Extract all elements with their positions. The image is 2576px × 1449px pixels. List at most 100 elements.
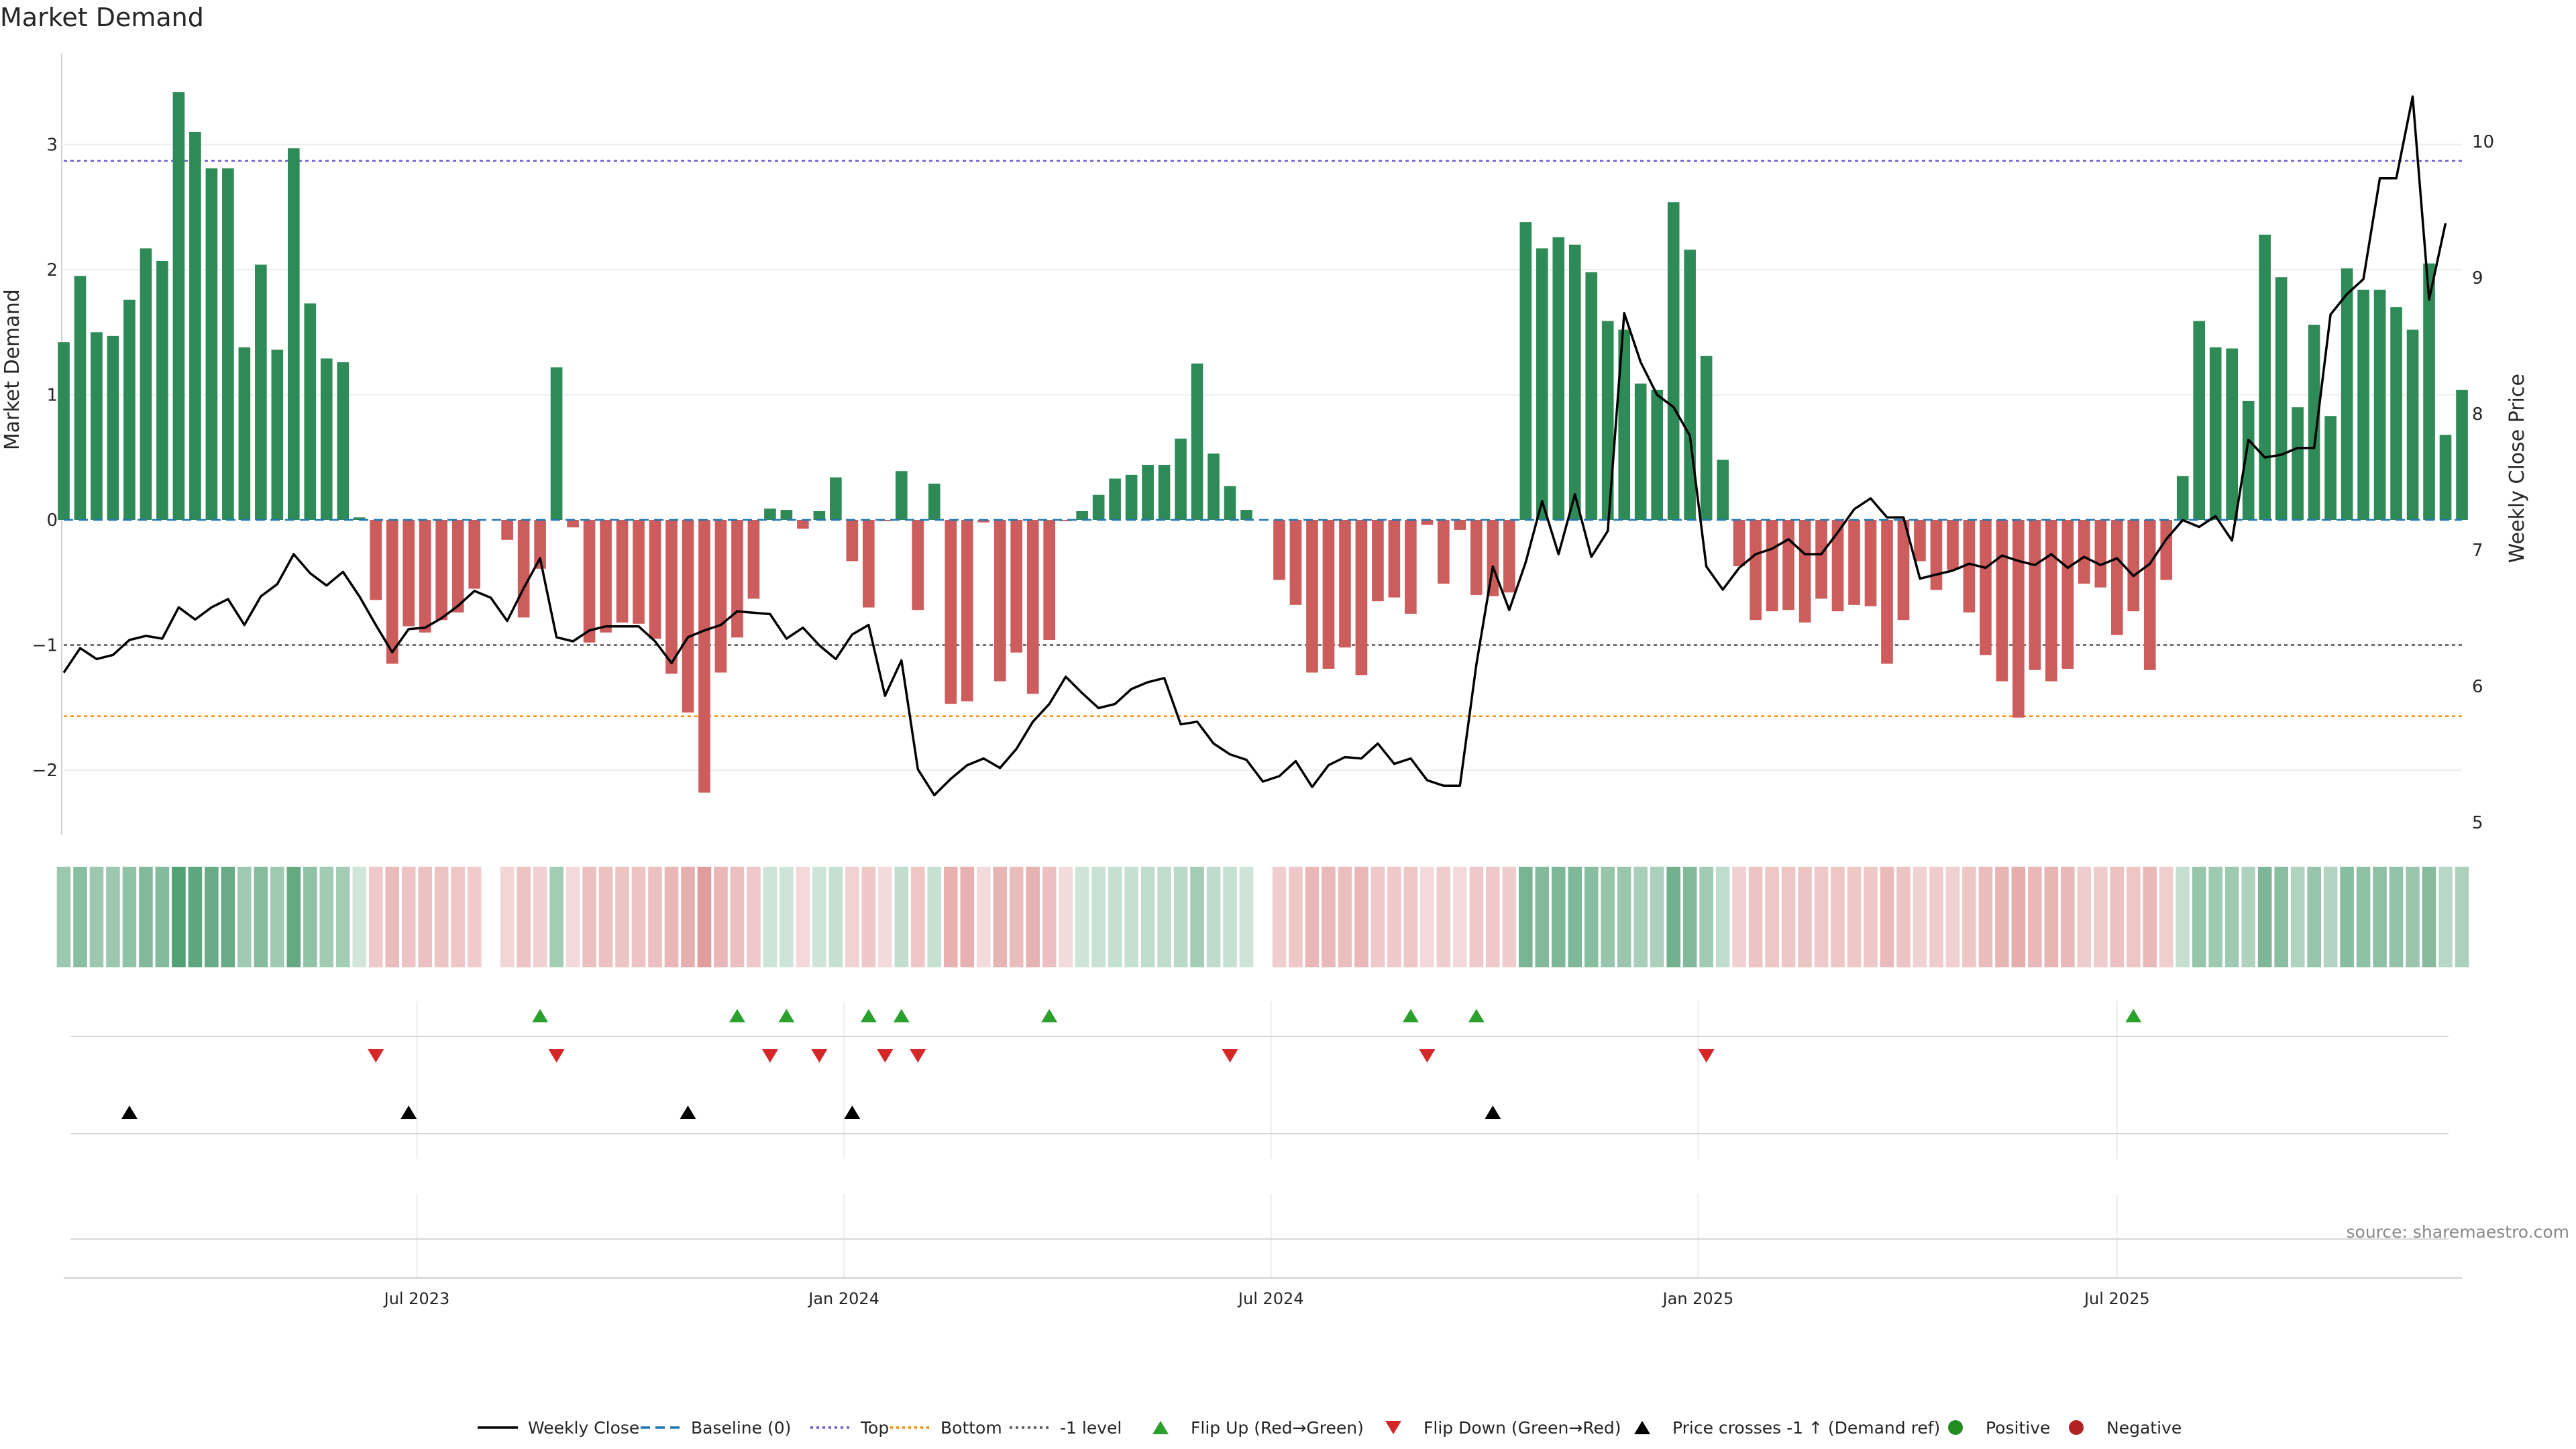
flip-down-marker — [761, 1049, 778, 1063]
demand-bar — [1076, 511, 1088, 520]
heat-cell — [1469, 867, 1484, 967]
demand-bar — [1864, 520, 1877, 606]
y-axis-label: Market Demand — [1, 289, 24, 450]
demand-bar — [567, 520, 579, 528]
heat-cell — [2094, 867, 2108, 967]
heat-cell — [1272, 867, 1287, 967]
heat-cell — [254, 867, 268, 967]
chart-title: Market Demand — [0, 3, 204, 32]
flip-down-marker — [368, 1049, 384, 1063]
heat-cell — [205, 867, 219, 967]
demand-bar — [1536, 248, 1548, 520]
heat-cell — [89, 867, 104, 967]
heat-cell — [763, 867, 777, 967]
heat-cell — [1322, 867, 1336, 967]
demand-bar — [714, 520, 727, 673]
heat-cell — [1403, 867, 1418, 967]
demand-bar — [649, 520, 661, 639]
demand-bar — [2029, 520, 2041, 670]
heat-cell — [1945, 867, 1960, 967]
demand-bar — [895, 471, 908, 520]
demand-bar — [2423, 263, 2435, 520]
demand-bar — [255, 264, 267, 520]
heat-cell — [1913, 867, 1927, 967]
heat-cell — [1699, 867, 1713, 967]
demand-bar — [1470, 520, 1483, 595]
demand-bar — [1109, 478, 1121, 520]
heat-cell — [861, 867, 876, 967]
y2-tick-label: 10 — [2472, 132, 2494, 152]
demand-bar — [1717, 460, 1729, 520]
heat-cell — [2323, 867, 2338, 967]
heat-cell — [1880, 867, 1894, 967]
demand-bar — [747, 520, 760, 599]
demand-bar — [238, 347, 251, 520]
legend-label: Weekly Close — [528, 1418, 639, 1438]
demand-bar — [320, 358, 333, 520]
demand-bar — [1339, 520, 1351, 648]
demand-bar — [1322, 520, 1335, 669]
demand-bar — [2242, 400, 2255, 520]
demand-bar — [1043, 520, 1055, 641]
demand-bar — [2292, 407, 2304, 520]
heat-cell — [2257, 867, 2272, 967]
legend-swatch — [1634, 1421, 1650, 1434]
heat-cell — [730, 867, 745, 967]
heat-cell — [500, 867, 515, 967]
heat-cell — [2028, 867, 2042, 967]
demand-bar — [156, 260, 168, 520]
heat-cell — [1387, 867, 1401, 967]
x-tick-label: Jan 2025 — [1662, 1289, 1734, 1308]
heat-cell — [1650, 867, 1664, 967]
heat-cell — [451, 867, 465, 967]
demand-bar — [1208, 453, 1220, 520]
heat-cell — [1289, 867, 1303, 967]
y2-axis-label: Weekly Close Price — [2506, 374, 2529, 563]
demand-bar — [600, 520, 612, 633]
legend-swatch — [1385, 1421, 1401, 1434]
legend-label: Top — [860, 1418, 889, 1438]
flip-up-marker — [1402, 1009, 1419, 1022]
heat-cell — [1732, 867, 1746, 967]
heat-cell — [828, 867, 843, 967]
flip-up-marker — [729, 1009, 745, 1022]
heat-cell — [1223, 867, 1237, 967]
demand-bar — [2439, 435, 2452, 520]
demand-bar — [386, 520, 398, 664]
heat-cell — [385, 867, 400, 967]
legend-label: Bottom — [941, 1418, 1002, 1438]
demand-bar — [2193, 321, 2206, 520]
heat-cell — [1896, 867, 1911, 967]
heat-cell — [878, 867, 892, 967]
demand-bar — [189, 131, 201, 521]
price-cross-marker — [121, 1106, 138, 1119]
demand-bar — [1947, 520, 1959, 570]
demand-bar — [74, 276, 87, 520]
heat-cell — [106, 867, 120, 967]
heat-cell — [2422, 867, 2436, 967]
demand-bar — [1503, 520, 1515, 593]
heat-cell — [2126, 867, 2141, 967]
legend: Weekly Close Baseline (0) Top Bottom -1 leve… — [478, 1418, 2182, 1438]
heat-cell — [2406, 867, 2420, 967]
demand-bar — [1733, 520, 1746, 567]
demand-bar — [517, 520, 530, 618]
heat-cell — [1486, 867, 1500, 967]
demand-bar — [2373, 289, 2386, 520]
heat-cell — [1371, 867, 1385, 967]
y-tick-label: 2 — [46, 260, 58, 280]
demand-bar — [123, 299, 136, 520]
heat-cell — [2208, 867, 2222, 967]
demand-bar — [633, 520, 645, 624]
demand-bar — [501, 520, 513, 540]
heat-cell — [122, 867, 137, 967]
demand-bar — [1815, 520, 1827, 599]
demand-bar — [140, 248, 152, 520]
legend-swatch — [1152, 1421, 1169, 1434]
demand-bar — [846, 520, 859, 561]
heat-cell — [1173, 867, 1188, 967]
heat-cell — [1978, 867, 1993, 967]
demand-bar — [1142, 464, 1154, 520]
demand-bar — [222, 168, 234, 520]
demand-bar — [468, 520, 480, 589]
